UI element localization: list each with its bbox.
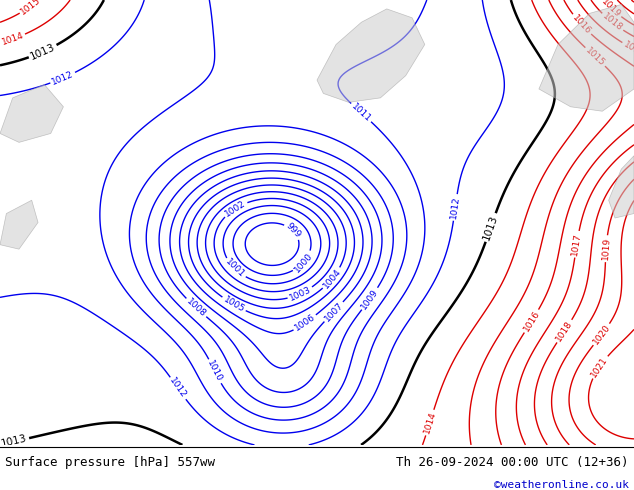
Text: 1008: 1008 [184,296,207,319]
Text: 1017: 1017 [571,232,583,256]
Polygon shape [539,4,634,111]
Text: 1019: 1019 [600,0,623,19]
Text: ©weatheronline.co.uk: ©weatheronline.co.uk [494,481,629,490]
Text: 1009: 1009 [359,287,380,311]
Text: 1007: 1007 [323,300,345,323]
Text: 1013: 1013 [1,434,29,449]
Text: Th 26-09-2024 00:00 UTC (12+36): Th 26-09-2024 00:00 UTC (12+36) [396,456,629,468]
Text: 1010: 1010 [205,359,224,384]
Text: 1006: 1006 [293,313,317,333]
Text: 1012: 1012 [168,376,188,400]
Text: 1014: 1014 [422,410,437,435]
Text: 1015: 1015 [584,46,607,68]
Text: 1019: 1019 [601,237,611,261]
Text: 1003: 1003 [288,285,313,302]
Text: 1020: 1020 [591,323,612,346]
Text: 1012: 1012 [51,70,75,87]
Text: 1004: 1004 [321,267,343,290]
Polygon shape [0,85,63,143]
Text: 1005: 1005 [221,295,246,314]
Text: Surface pressure [hPa] 557ww: Surface pressure [hPa] 557ww [5,456,215,468]
Text: 1017: 1017 [622,40,634,59]
Text: 999: 999 [284,221,302,240]
Text: 1001: 1001 [224,257,246,280]
Text: 1011: 1011 [349,101,373,123]
Text: 1012: 1012 [450,196,462,220]
Text: 1014: 1014 [0,31,25,47]
Text: 1021: 1021 [590,355,610,379]
Polygon shape [609,156,634,218]
Text: 1016: 1016 [522,309,541,333]
Text: 1016: 1016 [571,13,593,36]
Polygon shape [0,200,38,249]
Text: 1015: 1015 [19,0,42,16]
Text: 1018: 1018 [600,12,624,33]
Text: 1000: 1000 [292,250,314,274]
Text: 1002: 1002 [223,198,247,219]
Text: 1013: 1013 [29,42,57,62]
Text: 1018: 1018 [554,319,574,343]
Text: 1013: 1013 [482,213,500,242]
Polygon shape [317,9,425,102]
